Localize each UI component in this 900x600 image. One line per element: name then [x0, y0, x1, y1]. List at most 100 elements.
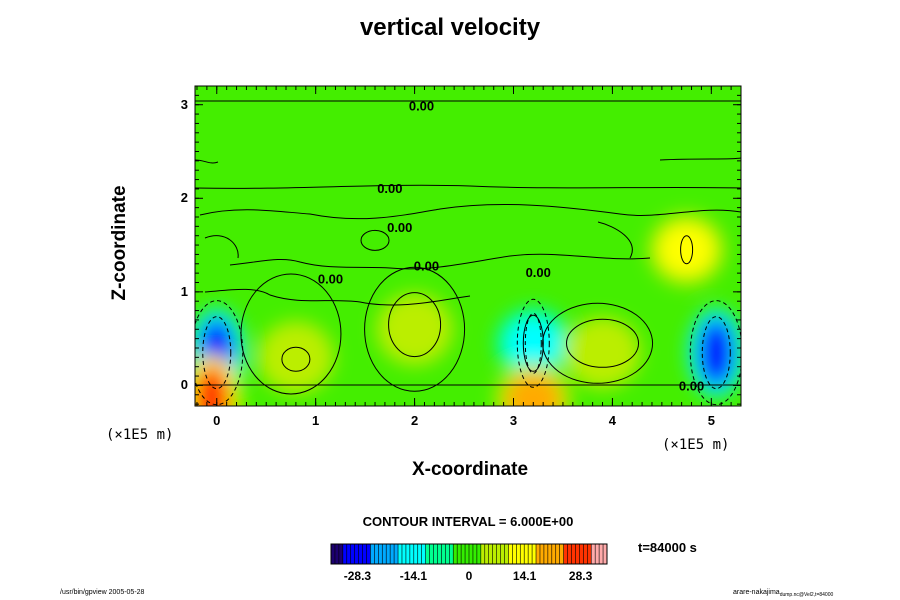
colorbar-cell-6	[354, 544, 360, 564]
contour-line-3	[195, 159, 219, 164]
contour-loop-8	[360, 229, 390, 251]
colorbar-cell-29	[445, 544, 450, 564]
colorbar-cell-0	[331, 544, 336, 564]
x-tick-label-1: 1	[312, 413, 320, 428]
colorbar-cell-16	[394, 544, 399, 564]
colorbar-cell-56	[551, 544, 557, 564]
x-unit-right: (×1E5 m)	[662, 437, 730, 453]
colorbar-cell-57	[555, 544, 561, 564]
x-axis-label: X-coordinate	[411, 459, 529, 480]
contour-interval: CONTOUR INTERVAL = 6.000E+00	[362, 514, 574, 529]
colorbar-cell-58	[559, 544, 565, 564]
colorbar-cell-45	[508, 544, 513, 564]
colorbar-cell-1	[334, 544, 340, 564]
colorbar-cell-66	[591, 544, 596, 564]
contour-line-7	[204, 288, 471, 306]
field-core-7	[195, 365, 230, 406]
contour-label-2: 0.00	[387, 220, 412, 235]
contour-loop-4	[364, 266, 466, 392]
colorbar-cell-49	[524, 544, 529, 564]
x-tick-label-5: 5	[707, 413, 715, 428]
contour-label-0: 0.00	[409, 99, 434, 114]
colorbar-cell-34	[465, 544, 470, 564]
chart-title: vertical velocity	[359, 14, 541, 41]
x-tick-label-4: 4	[608, 413, 617, 428]
footer-right: arare-nakajimadump.nc@Vel2,t=84000	[733, 589, 834, 598]
colorbar-cell-64	[583, 544, 588, 564]
colorbar-cell-10	[370, 544, 375, 564]
colorbar-cell-11	[374, 544, 379, 564]
contour-loop-6	[522, 314, 544, 372]
colorbar-cell-41	[492, 544, 498, 564]
contour-label-3: 0.00	[318, 272, 343, 287]
heatmap-field	[195, 86, 741, 406]
colorbar-cell-60	[567, 544, 573, 564]
colorbar-cell-53	[539, 544, 545, 564]
colorbar-cell-38	[480, 544, 486, 564]
colorbar-cell-8	[362, 544, 367, 564]
field-core-8	[505, 373, 562, 406]
contour-neg-0	[202, 316, 232, 390]
colorbar-cell-51	[532, 544, 537, 564]
colorbar-cell-48	[520, 544, 525, 564]
contour-line-8	[204, 235, 239, 259]
colorbar-tick-label-0: -28.3	[343, 569, 372, 583]
contour-neg-4	[524, 312, 542, 374]
colorbar-cell-12	[378, 544, 383, 564]
colorbar-cell-62	[575, 544, 580, 564]
colorbar-cell-21	[413, 544, 419, 564]
contour-label-4: 0.00	[414, 259, 439, 274]
contour-loop-2	[281, 346, 311, 372]
field-core-3	[658, 223, 715, 276]
contour-line-5	[199, 204, 741, 220]
colorbar-cell-63	[579, 544, 584, 564]
x-unit-left: (×1E5 m)	[106, 427, 174, 443]
colorbar	[330, 544, 608, 564]
x-tick-label-3: 3	[509, 413, 518, 428]
colorbar-cell-2	[338, 544, 344, 564]
colorbar-cell-23	[421, 544, 427, 564]
colorbar-cell-27	[437, 544, 442, 564]
colorbar-cell-3	[342, 544, 348, 564]
field-core-2	[505, 317, 562, 370]
y-tick-label-3: 3	[180, 96, 188, 112]
contour-line-4	[659, 157, 741, 161]
contour-loop-0	[388, 292, 442, 358]
colorbar-cell-14	[386, 544, 391, 564]
colorbar-cell-15	[390, 544, 395, 564]
colorbar-cell-43	[500, 544, 505, 564]
y-tick-label-2: 2	[180, 190, 188, 206]
field-core-1	[698, 318, 735, 387]
contour-line-9	[597, 221, 633, 259]
colorbar-cell-65	[587, 544, 592, 564]
colorbar-cell-52	[536, 544, 541, 564]
contour-loop-5	[542, 302, 654, 384]
field-core-4	[386, 303, 443, 356]
contour-loop-7	[680, 235, 694, 265]
colorbar-cell-67	[595, 544, 600, 564]
colorbar-cell-9	[366, 544, 371, 564]
contour-label-5: 0.00	[526, 265, 551, 280]
colorbar-cell-47	[516, 544, 521, 564]
colorbar-frame	[330, 543, 608, 565]
colorbar-cell-54	[543, 544, 549, 564]
colorbar-cell-46	[512, 544, 517, 564]
colorbar-cell-50	[528, 544, 533, 564]
colorbar-tick-label-4: 28.3	[568, 569, 593, 583]
colorbar-cell-7	[358, 544, 364, 564]
colorbar-cell-20	[409, 544, 415, 564]
colorbar-cell-39	[484, 544, 490, 564]
colorbar-cell-42	[496, 544, 502, 564]
x-tick-label-2: 2	[410, 413, 419, 428]
footer-left: /usr/bin/gpview 2005-05-28	[60, 589, 145, 596]
colorbar-cell-26	[433, 544, 438, 564]
colorbar-cell-4	[346, 544, 352, 564]
plot-frame	[194, 85, 742, 407]
colorbar-cell-17	[398, 544, 403, 564]
colorbar-tick-label-1: -14.1	[399, 569, 428, 583]
colorbar-cell-55	[547, 544, 553, 564]
colorbar-cell-59	[563, 544, 569, 564]
colorbar-cell-22	[417, 544, 423, 564]
contour-line-2	[195, 184, 741, 189]
colorbar-cell-13	[382, 544, 387, 564]
